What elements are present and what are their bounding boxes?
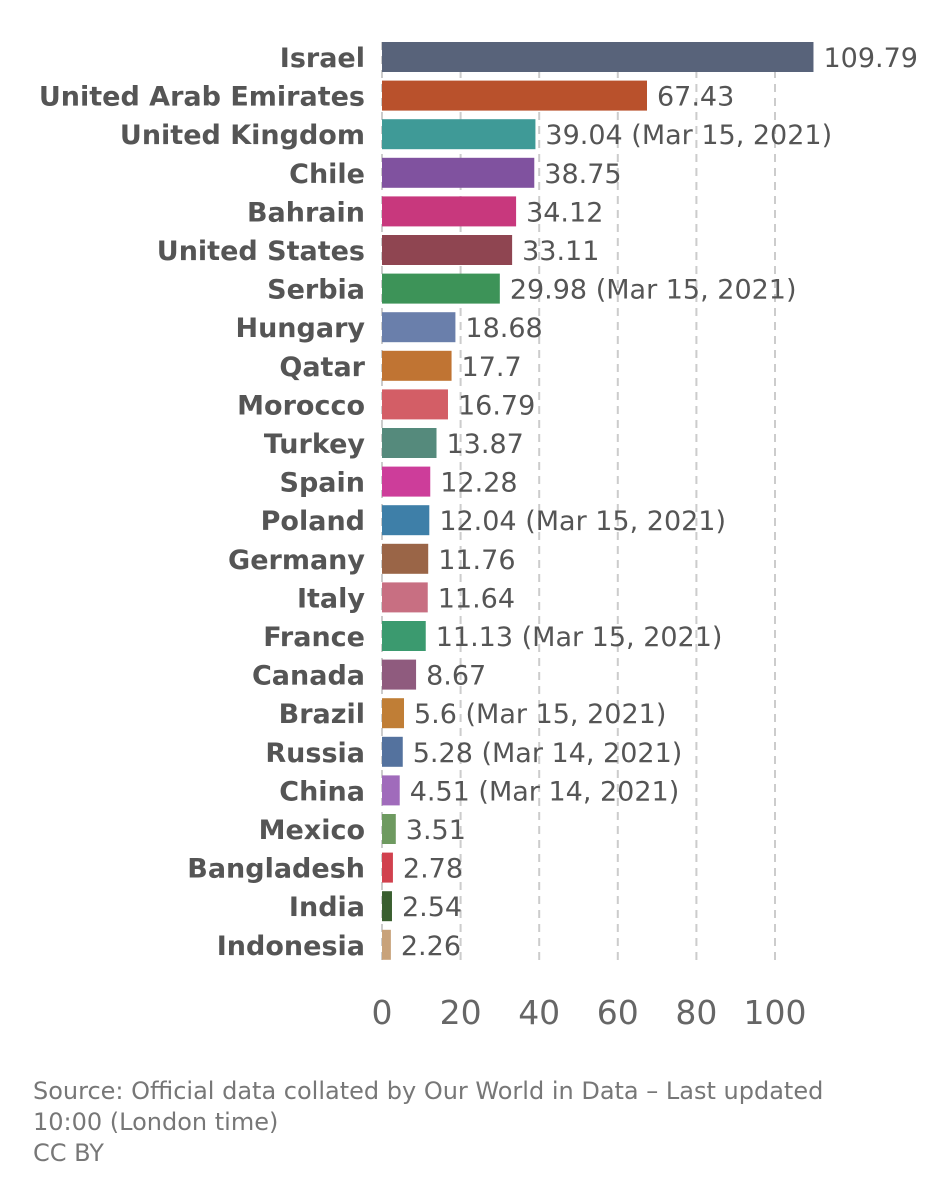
category-label: Serbia (267, 275, 365, 306)
bars: Israel 109.79 United Arab Emirates 67.43 Uni… (39, 42, 918, 962)
value-label: 2.54 (402, 892, 462, 923)
value-label: 33.11 (522, 236, 599, 267)
bar (382, 235, 513, 265)
x-tick-label: 20 (440, 993, 482, 1032)
bar (382, 891, 392, 922)
value-label: 3.51 (406, 815, 466, 846)
category-label: China (279, 776, 365, 807)
bar (382, 428, 437, 458)
bar (382, 814, 396, 844)
value-label: 11.76 (438, 545, 515, 576)
bar (382, 775, 400, 806)
bar (382, 350, 452, 381)
bar (382, 196, 517, 227)
value-label: 18.68 (465, 313, 542, 344)
category-label: Poland (261, 506, 365, 537)
category-label: Hungary (235, 313, 365, 344)
bar (382, 466, 431, 497)
category-label: Turkey (264, 429, 366, 460)
category-label: Qatar (279, 352, 365, 383)
value-label: 8.67 (426, 661, 486, 692)
bar (382, 543, 429, 574)
source-line-2: 10:00 (London time) (33, 1108, 279, 1136)
bar (382, 736, 403, 767)
x-tick-label: 60 (597, 993, 639, 1032)
bar (382, 929, 391, 960)
x-tick-label: 0 (372, 993, 393, 1032)
value-label: 12.04 (Mar 15, 2021) (439, 506, 726, 537)
category-label: United Kingdom (120, 120, 365, 151)
bar (382, 659, 417, 690)
bar (382, 389, 448, 420)
chart-footer: Source: Official data collated by Our Wo… (33, 1076, 948, 1169)
value-label: 16.79 (458, 390, 535, 421)
value-label: 17.7 (462, 352, 522, 383)
value-label: 2.26 (401, 931, 461, 962)
value-label: 29.98 (Mar 15, 2021) (510, 275, 797, 306)
value-label: 109.79 (823, 43, 917, 74)
bar (382, 42, 814, 72)
category-label: Mexico (259, 815, 365, 846)
source-line-1: Source: Official data collated by Our Wo… (33, 1077, 824, 1105)
value-label: 11.13 (Mar 15, 2021) (436, 622, 723, 653)
category-label: Germany (228, 545, 365, 576)
value-label: 13.87 (447, 429, 524, 460)
category-label: France (263, 622, 365, 653)
category-label: Chile (289, 159, 365, 190)
category-label: Brazil (279, 699, 365, 730)
value-label: 12.28 (440, 468, 517, 499)
value-label: 4.51 (Mar 14, 2021) (410, 776, 680, 807)
x-tick-label: 40 (518, 993, 560, 1032)
category-label: Indonesia (217, 931, 365, 962)
bar (382, 273, 500, 304)
value-label: 11.64 (438, 583, 515, 614)
bar (382, 505, 430, 536)
value-label: 39.04 (Mar 15, 2021) (545, 120, 832, 151)
category-label: India (289, 892, 365, 923)
category-label: Morocco (237, 390, 365, 421)
bar (382, 157, 535, 188)
x-axis-ticks: 0 20 40 60 80 100 (372, 993, 807, 1032)
value-label: 5.6 (Mar 15, 2021) (414, 699, 666, 730)
bar (382, 852, 393, 883)
category-label: Israel (280, 43, 365, 74)
value-label: 38.75 (544, 159, 621, 190)
bar (382, 698, 405, 729)
value-label: 67.43 (657, 82, 734, 113)
category-label: Russia (265, 738, 365, 769)
value-label: 2.78 (403, 854, 463, 885)
x-tick-label: 100 (744, 993, 807, 1032)
value-label: 34.12 (526, 197, 603, 228)
bar (382, 80, 647, 111)
category-label: Bangladesh (187, 854, 365, 885)
value-label: 5.28 (Mar 14, 2021) (413, 738, 683, 769)
category-label: United States (157, 236, 365, 267)
category-label: Spain (280, 468, 365, 499)
bar (382, 119, 536, 150)
category-label: United Arab Emirates (39, 82, 365, 113)
category-label: Bahrain (247, 197, 365, 228)
category-label: Canada (252, 661, 365, 692)
license-label: CC BY (33, 1139, 104, 1167)
bar-chart: Israel 109.79 United Arab Emirates 67.43 Uni… (39, 42, 918, 1032)
bar (382, 621, 426, 651)
x-tick-label: 80 (675, 993, 717, 1032)
bar (382, 312, 456, 343)
category-label: Italy (297, 583, 365, 614)
bar (382, 582, 428, 613)
